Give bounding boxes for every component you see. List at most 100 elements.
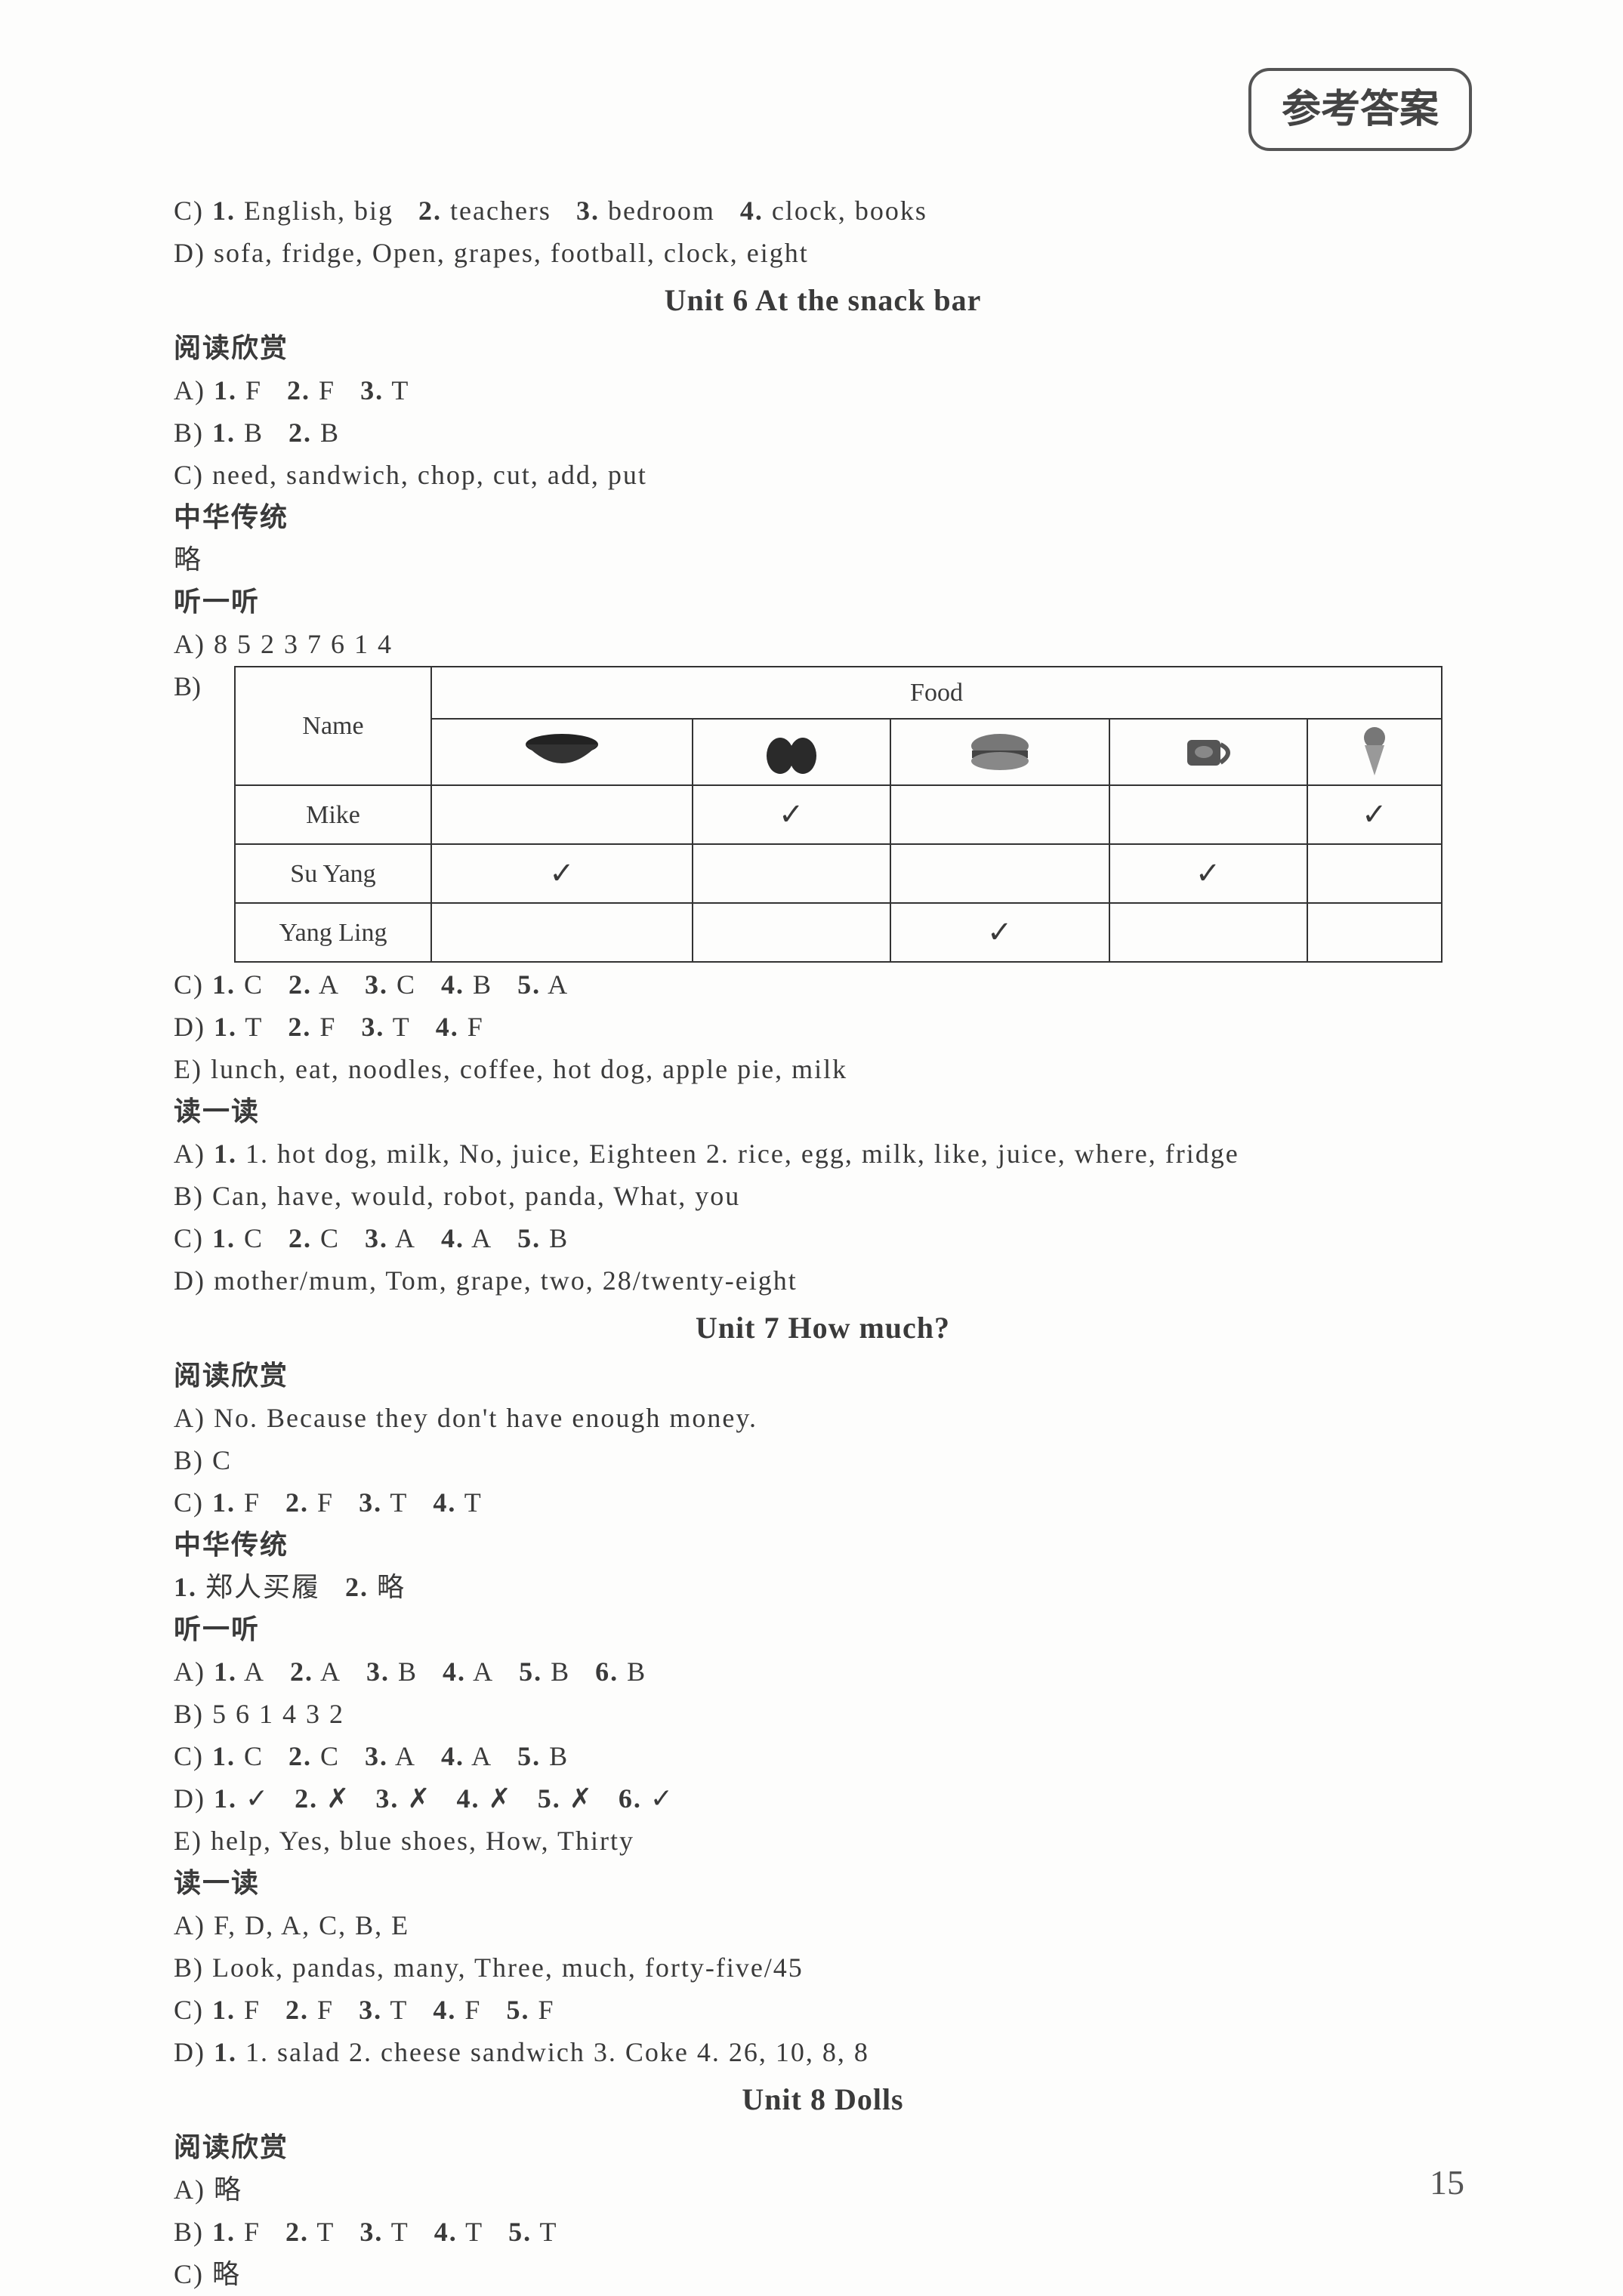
t: ✗ <box>569 1783 594 1814</box>
n: 4. <box>441 969 464 1000</box>
n: 1. <box>212 969 236 1000</box>
n: 5. <box>506 1995 529 2025</box>
tick-icon: ✓ <box>549 856 575 890</box>
cell <box>431 903 693 962</box>
n: 2. <box>288 1223 312 1253</box>
n: 4. <box>433 1995 456 2025</box>
food-header: Food <box>431 667 1442 719</box>
n: 4. <box>434 2217 458 2247</box>
n: 2. <box>287 375 310 405</box>
u6-tradition-line: 略 <box>174 539 1472 580</box>
t: F, D, A, C, B, E <box>214 1910 409 1940</box>
n: 2. <box>290 1657 313 1687</box>
t: A <box>395 1741 416 1771</box>
u8-reading-b: B) 1. F 2. T 3. T 4. T 5. T <box>174 2211 1472 2252</box>
t: 郑人买履 <box>205 1572 320 1602</box>
t: 8 5 2 3 7 6 1 4 <box>214 629 393 659</box>
n: 1. <box>212 418 236 448</box>
t: B <box>549 1223 569 1253</box>
u7-tradition-head: 中华传统 <box>174 1524 1472 1565</box>
t: help, Yes, blue shoes, How, Thirty <box>211 1826 634 1856</box>
n: 2. <box>288 1741 312 1771</box>
n: 3. <box>359 2217 383 2247</box>
t: C <box>244 969 264 1000</box>
t: F <box>244 1487 261 1518</box>
t: sofa, fridge, Open, grapes, football, cl… <box>214 238 809 268</box>
n: 2. <box>288 1012 311 1042</box>
t: Can, have, would, robot, panda, What, yo… <box>212 1181 740 1211</box>
t: C <box>396 969 416 1000</box>
u6-read-a: A) 1. 1. hot dog, milk, No, juice, Eight… <box>174 1133 1472 1174</box>
u7-read-a: A) F, D, A, C, B, E <box>174 1905 1472 1946</box>
page-number: 15 <box>1430 2156 1464 2208</box>
t: ✓ <box>650 1783 674 1814</box>
n: 3. <box>366 1657 390 1687</box>
t: A <box>320 1657 341 1687</box>
t: B <box>627 1657 646 1687</box>
n: 5. <box>517 1741 541 1771</box>
t: lunch, eat, noodles, coffee, hot dog, ap… <box>211 1054 847 1084</box>
cell <box>1109 785 1307 844</box>
t: F <box>244 1995 261 2025</box>
n: 2. <box>418 196 442 226</box>
n: 2. <box>295 1783 318 1814</box>
n: 4. <box>441 1741 464 1771</box>
t: bedroom <box>608 196 715 226</box>
u7-reading-c: C) 1. F 2. F 3. T 4. T <box>174 1482 1472 1523</box>
u8-reading-head: 阅读欣赏 <box>174 2127 1472 2168</box>
n: 2. <box>285 2217 309 2247</box>
t: F <box>467 1012 484 1042</box>
n: 1. <box>214 1657 237 1687</box>
t: T <box>464 1487 483 1518</box>
row-name: Yang Ling <box>235 903 431 962</box>
t: B <box>473 969 492 1000</box>
prefix: C) <box>174 196 204 226</box>
cell <box>1109 903 1307 962</box>
u7-reading-a: A) No. Because they don't have enough mo… <box>174 1398 1472 1438</box>
n: 3. <box>375 1783 399 1814</box>
u7-tradition-line: 1. 郑人买履 2. 略 <box>174 1567 1472 1607</box>
u7-read-head: 读一读 <box>174 1863 1472 1903</box>
n: 1. <box>212 2217 236 2247</box>
n: 4. <box>441 1223 464 1253</box>
unit7-title: Unit 7 How much? <box>174 1305 1472 1351</box>
u6-reading-b: B) 1. B 2. B <box>174 412 1472 453</box>
t: C <box>320 1223 340 1253</box>
cell <box>693 903 890 962</box>
n: 6. <box>595 1657 619 1687</box>
t: ✗ <box>489 1783 513 1814</box>
u8-reading-a: A) 略 <box>174 2169 1472 2210</box>
u6-read-c: C) 1. C 2. C 3. A 4. A 5. B <box>174 1218 1472 1259</box>
t: 略 <box>212 2259 241 2289</box>
cell <box>1307 903 1442 962</box>
n: 1. <box>212 1487 236 1518</box>
t: F <box>464 1995 481 2025</box>
n: 2. <box>285 1995 309 2025</box>
t: A <box>395 1223 416 1253</box>
t: 略 <box>377 1572 406 1602</box>
cell: ✓ <box>431 844 693 903</box>
top-line-d: D) sofa, fridge, Open, grapes, football,… <box>174 233 1472 273</box>
u6-read-head: 读一读 <box>174 1091 1472 1132</box>
t: B <box>320 418 340 448</box>
t: F <box>245 375 262 405</box>
n: 3. <box>360 375 384 405</box>
t: F <box>317 1995 334 2025</box>
cell <box>431 785 693 844</box>
n: 4. <box>433 1487 456 1518</box>
n: 5. <box>538 1783 561 1814</box>
n: 5. <box>508 2217 532 2247</box>
table-row: Su Yang ✓ ✓ <box>235 844 1442 903</box>
n: 5. <box>517 1223 541 1253</box>
t: T <box>316 2217 335 2247</box>
u7-read-d: D) 1. 1. salad 2. cheese sandwich 3. Cok… <box>174 2032 1472 2073</box>
n: 3. <box>576 196 600 226</box>
u7-listen-a: A) 1. A 2. A 3. B 4. A 5. B 6. B <box>174 1651 1472 1692</box>
table-row: Yang Ling ✓ <box>235 903 1442 962</box>
u7-listen-d: D) 1. ✓ 2. ✗ 3. ✗ 4. ✗ 5. ✗ 6. ✓ <box>174 1778 1472 1819</box>
cup-icon <box>1109 719 1307 785</box>
n: 2. <box>288 969 312 1000</box>
n: 3. <box>359 1487 382 1518</box>
u7-read-c: C) 1. F 2. F 3. T 4. F 5. F <box>174 1989 1472 2030</box>
cell: ✓ <box>890 903 1109 962</box>
